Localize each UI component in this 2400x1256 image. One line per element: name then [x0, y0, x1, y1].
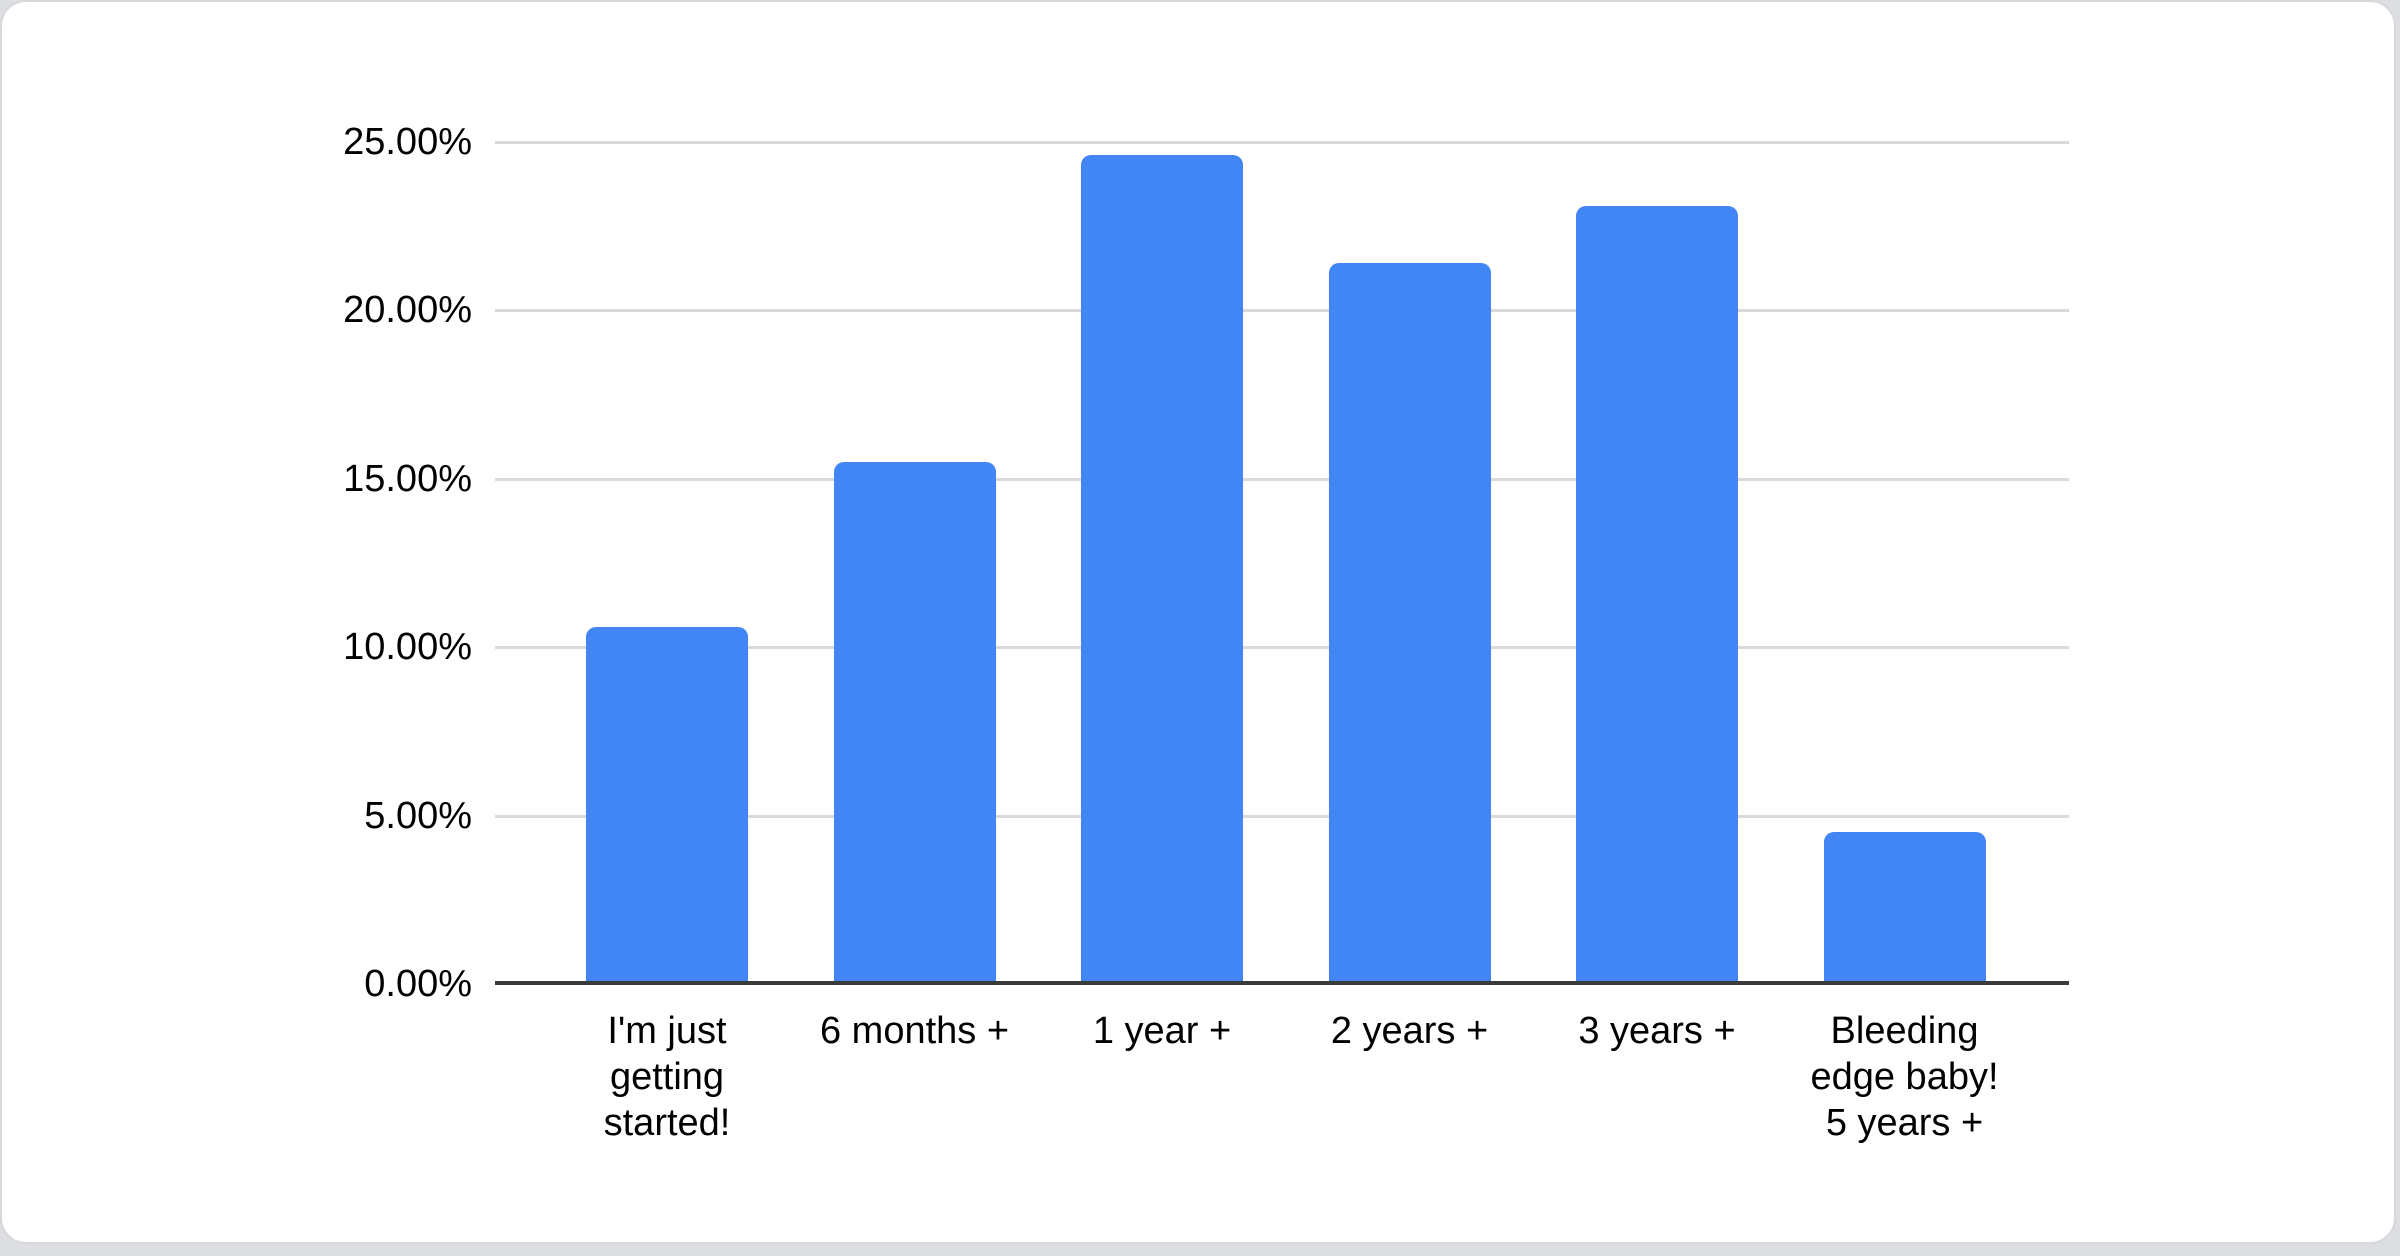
- x-category-label: 3 years +: [1578, 1010, 1736, 1052]
- bar[interactable]: [586, 626, 748, 984]
- gridline: [495, 646, 2069, 650]
- bar[interactable]: [1823, 832, 1986, 984]
- gridline: [495, 309, 2069, 313]
- y-tick-label: 20.00%: [343, 289, 472, 332]
- bar[interactable]: [1328, 263, 1491, 984]
- gridline: [495, 141, 2069, 144]
- y-tick-label: 0.00%: [364, 963, 472, 1005]
- bar[interactable]: [1576, 205, 1738, 984]
- gridline: [495, 477, 2069, 481]
- bar[interactable]: [1081, 155, 1243, 984]
- x-axis-line: [495, 981, 2069, 985]
- x-category-label: 1 year +: [1092, 1010, 1232, 1052]
- bar[interactable]: [833, 461, 996, 984]
- gridline: [495, 814, 2069, 818]
- x-category-label: I'm just getting started!: [603, 1010, 731, 1144]
- x-category-label: 2 years +: [1330, 1010, 1489, 1052]
- y-tick-label: 5.00%: [364, 794, 472, 837]
- y-tick-label: 15.00%: [343, 457, 472, 500]
- x-category-label: 6 months +: [819, 1010, 1010, 1052]
- y-tick-label: 10.00%: [343, 626, 472, 669]
- x-category-label: Bleeding edge baby! 5 years +: [1810, 1010, 1999, 1144]
- y-tick-label: 25.00%: [343, 121, 472, 163]
